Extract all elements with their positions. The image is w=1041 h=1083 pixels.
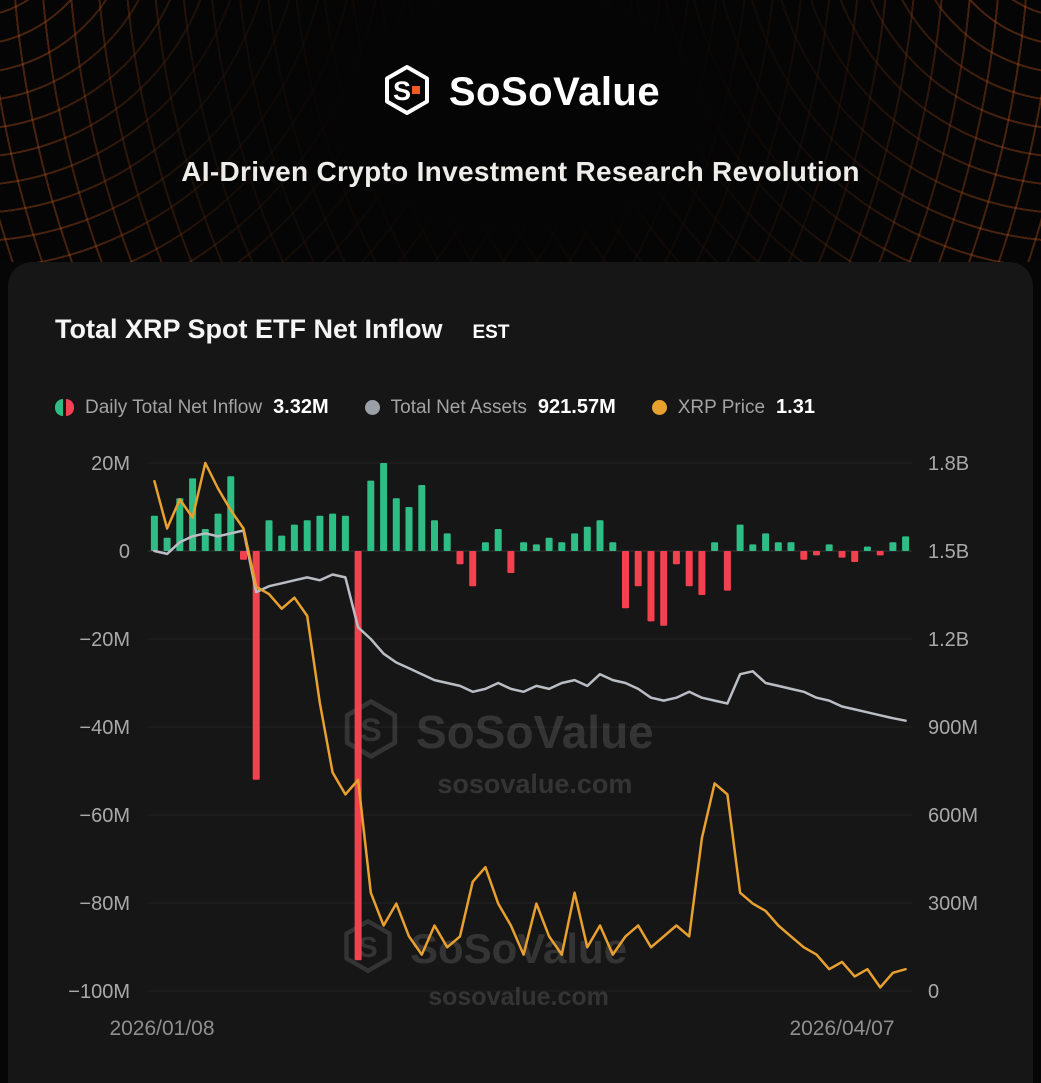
hero-vignette bbox=[0, 0, 1041, 262]
svg-text:S: S bbox=[358, 932, 377, 964]
total-net-assets-line bbox=[153, 529, 907, 722]
svg-text:S: S bbox=[360, 712, 381, 748]
grid-lines bbox=[148, 462, 912, 992]
net-assets-dot-icon bbox=[364, 400, 380, 415]
timezone-label: EST bbox=[472, 322, 510, 343]
svg-text:600M: 600M bbox=[928, 805, 978, 827]
watermark-domain: sosovalue.com bbox=[437, 769, 633, 799]
watermark-logo-icon: S bbox=[340, 918, 396, 979]
watermark-domain: sosovalue.com bbox=[428, 983, 609, 1011]
legend-label: Daily Total Net Inflow bbox=[85, 396, 263, 418]
daily-net-inflow-bars bbox=[150, 463, 910, 961]
tagline: AI-Driven Crypto Investment Research Rev… bbox=[181, 156, 860, 187]
legend-label: Total Net Assets bbox=[390, 396, 527, 418]
chart-title: Total XRP Spot ETF Net Inflow bbox=[55, 314, 443, 344]
svg-text:300M: 300M bbox=[928, 893, 978, 915]
legend-value: 1.31 bbox=[776, 396, 815, 418]
legend-value: 3.32M bbox=[273, 396, 329, 418]
hero-header: S SoSoValue AI-Driven Crypto Investment … bbox=[0, 0, 1041, 262]
chart-header: Total XRP Spot ETF Net Inflow EST bbox=[55, 314, 509, 345]
svg-text:0: 0 bbox=[119, 541, 130, 563]
watermark: S SoSoValue sosovalue.com bbox=[340, 698, 654, 800]
inflow-icon-negative-half bbox=[66, 399, 74, 416]
logo-accent bbox=[411, 86, 420, 94]
svg-text:0: 0 bbox=[928, 981, 939, 1003]
svg-text:S: S bbox=[393, 76, 411, 106]
svg-text:2026/04/07: 2026/04/07 bbox=[789, 1017, 894, 1040]
inflow-split-circle-icon bbox=[55, 398, 74, 417]
legend-xrp-price[interactable]: XRP Price 1.31 bbox=[651, 396, 815, 419]
right-axis-tick-labels: 1.8B 1.5B 1.2B 900M 600M 300M 0 bbox=[928, 453, 978, 1003]
brand-logo: S SoSoValue bbox=[0, 64, 1041, 121]
chart-card: Total XRP Spot ETF Net Inflow EST Daily … bbox=[8, 262, 1033, 1083]
svg-text:−20M: −20M bbox=[79, 629, 130, 651]
xrp-price-line bbox=[153, 461, 907, 989]
brand-name: SoSoValue bbox=[448, 70, 661, 114]
watermark-brand: SoSoValue bbox=[416, 705, 654, 758]
left-axis-tick-labels: 20M 0 −20M −40M −60M −80M −100M bbox=[68, 453, 130, 1003]
inflow-icon-positive-half bbox=[55, 399, 63, 416]
svg-text:1.2B: 1.2B bbox=[928, 629, 969, 651]
svg-text:−80M: −80M bbox=[79, 893, 130, 915]
xrp-price-dot-icon bbox=[651, 400, 667, 415]
chart-legend: Daily Total Net Inflow 3.32M Total Net A… bbox=[55, 396, 815, 419]
svg-text:1.5B: 1.5B bbox=[928, 541, 969, 563]
legend-daily-total-net-inflow[interactable]: Daily Total Net Inflow 3.32M bbox=[55, 396, 329, 419]
x-axis-tick-labels: 2026/01/08 2026/04/07 bbox=[109, 1017, 894, 1040]
legend-total-net-assets[interactable]: Total Net Assets 921.57M bbox=[364, 396, 616, 419]
svg-text:−60M: −60M bbox=[79, 805, 130, 827]
watermark-logo-icon: S bbox=[340, 698, 402, 765]
svg-text:20M: 20M bbox=[91, 453, 130, 475]
svg-text:−100M: −100M bbox=[68, 981, 130, 1003]
legend-value: 921.57M bbox=[537, 396, 616, 418]
svg-text:−40M: −40M bbox=[79, 717, 130, 739]
legend-label: XRP Price bbox=[677, 396, 766, 418]
svg-text:1.8B: 1.8B bbox=[928, 453, 969, 475]
sosovalue-logo-icon: S bbox=[381, 64, 433, 121]
svg-text:900M: 900M bbox=[928, 717, 978, 739]
combo-chart[interactable]: 20M 0 −20M −40M −60M −80M −100M 1.8B 1.5B 1.2B 900… bbox=[30, 437, 995, 1057]
svg-text:2026/01/08: 2026/01/08 bbox=[109, 1017, 214, 1040]
